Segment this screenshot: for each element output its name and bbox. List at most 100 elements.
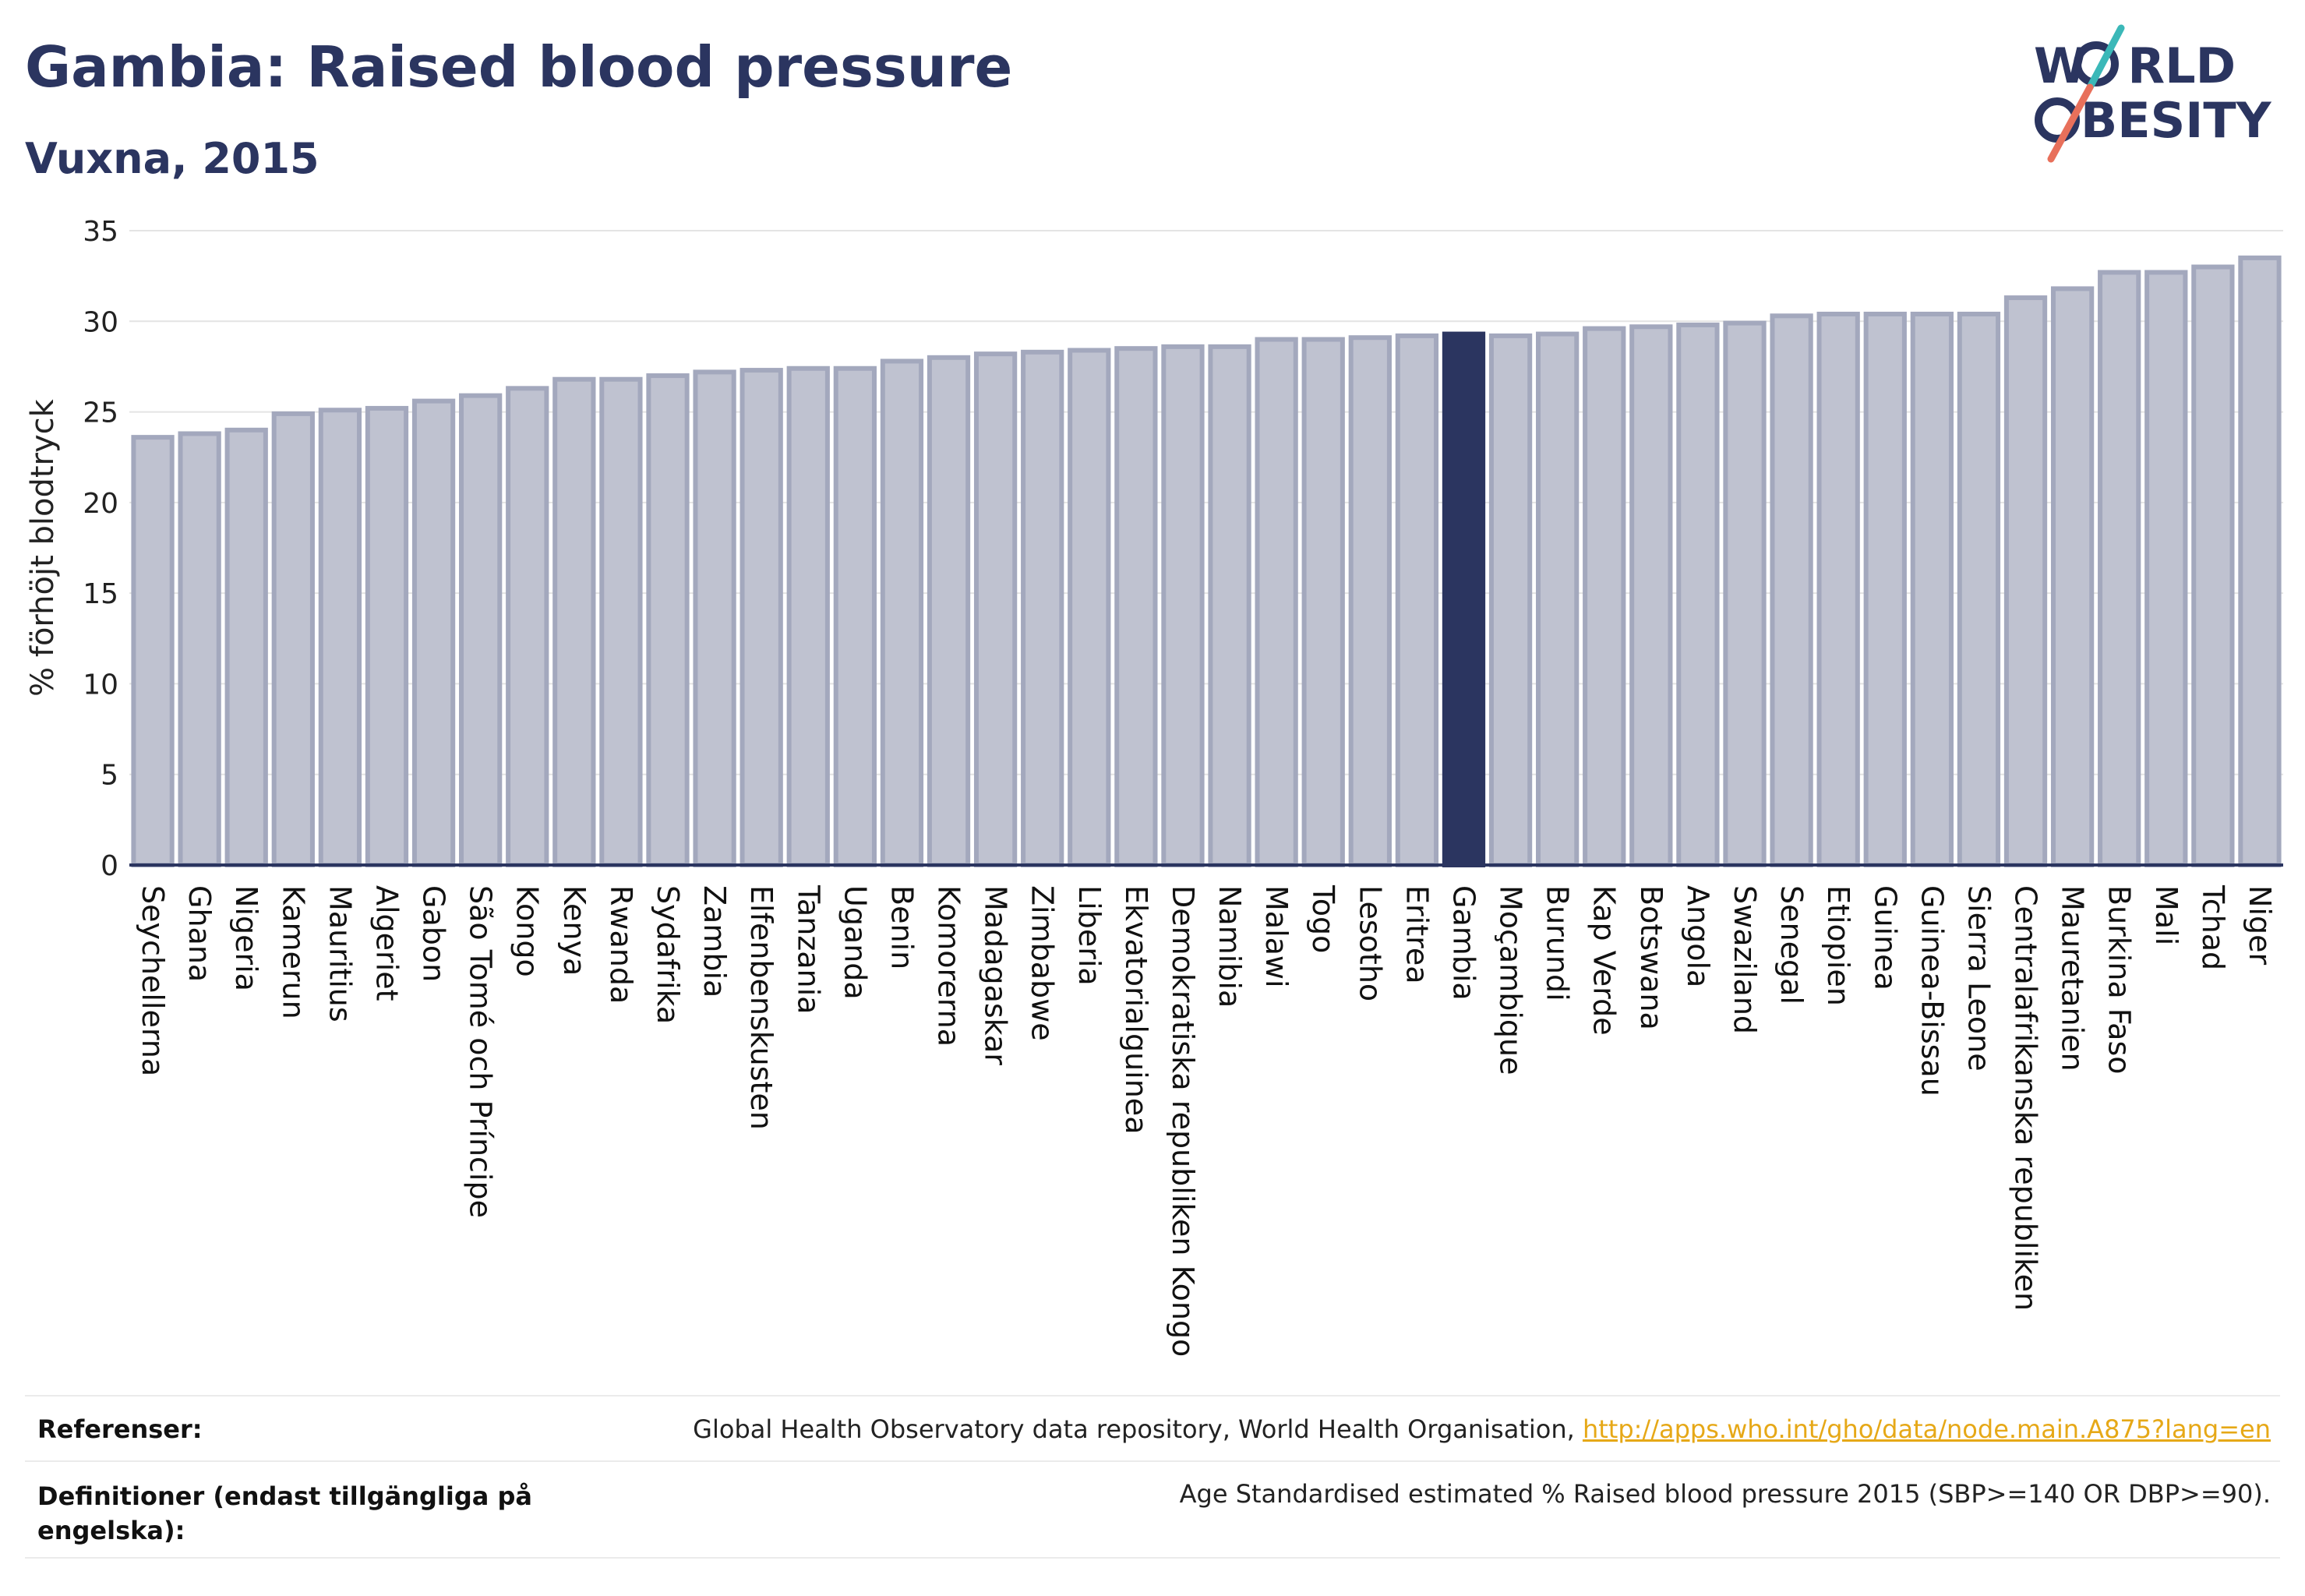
- definitions-label: Definitioner (endast tillgängliga på eng…: [37, 1479, 532, 1548]
- bar-chart: 0 5 10 15 20 25 30 35 % förhöjt blodtryck Seychel…: [25, 216, 2283, 1357]
- bar: [2144, 270, 2188, 867]
- x-tick-label: Liberia: [1072, 885, 1107, 986]
- logo-slash-coral: [2047, 83, 2094, 163]
- x-tick-label: Kenya: [557, 885, 591, 976]
- y-tick-label: 15: [83, 578, 118, 610]
- x-tick-label: Gabon: [417, 885, 451, 982]
- bar: [1723, 320, 1767, 867]
- x-tick-label: Mauretanien: [2056, 885, 2090, 1072]
- x-tick-label: Algeriet: [369, 885, 404, 1001]
- x-tick-label: Niger: [2243, 885, 2277, 965]
- bar: [271, 411, 315, 867]
- x-tick-label: Zimbabwe: [1025, 885, 1060, 1041]
- bar: [1348, 335, 1392, 867]
- bar: [552, 376, 596, 867]
- logo-slash-teal: [2086, 24, 2125, 91]
- bar: [833, 365, 877, 867]
- y-axis-label: % förhöjt blodtryck: [25, 398, 61, 697]
- x-tick-label: Kap Verde: [1587, 885, 1622, 1036]
- bar: [2003, 295, 2048, 867]
- x-tick-label: Moçambique: [1494, 885, 1528, 1075]
- bar: [1068, 348, 1111, 867]
- y-tick-label: 20: [83, 488, 118, 520]
- bar: [1816, 311, 1860, 867]
- y-tick-label: 25: [83, 397, 118, 429]
- x-tick-label: Elfenbenskusten: [744, 885, 778, 1130]
- bar: [224, 427, 268, 867]
- bar: [1957, 311, 2001, 867]
- bar: [1770, 313, 1813, 867]
- references-text: Global Health Observatory data repositor…: [693, 1414, 1583, 1444]
- definitions-value: Age Standardised estimated % Raised bloo…: [1179, 1479, 2271, 1509]
- y-tick-label: 5: [101, 760, 118, 792]
- x-tick-label: Swaziland: [1728, 885, 1762, 1034]
- x-tick-label: Nigeria: [229, 885, 263, 991]
- bar: [1488, 333, 1533, 867]
- bar: [740, 368, 783, 867]
- page-subtitle: Vuxna, 2015: [25, 134, 319, 183]
- y-tick-label: 30: [83, 306, 118, 338]
- bar: [786, 365, 830, 867]
- page-title: Gambia: Raised blood pressure: [25, 34, 1013, 100]
- logo-word-rld: RLD: [2127, 37, 2236, 94]
- x-tick-label: Seychellerna: [136, 885, 170, 1076]
- bar: [1910, 311, 1954, 867]
- bar: [1395, 333, 1439, 867]
- bar: [599, 376, 643, 867]
- x-tick-label: Komorerna: [932, 885, 966, 1047]
- x-tick-label: Etiopien: [1821, 885, 1855, 1006]
- y-tick-label: 10: [83, 669, 118, 701]
- bar: [1676, 322, 1720, 867]
- x-tick-label: Guinea-Bissau: [1915, 885, 1949, 1096]
- x-tick-label: Burundi: [1541, 885, 1575, 1001]
- references-value: Global Health Observatory data repositor…: [693, 1414, 2271, 1444]
- x-tick-label: Namibia: [1213, 885, 1247, 1008]
- x-tick-label: Uganda: [838, 885, 872, 1000]
- bar: [1301, 337, 1345, 867]
- bar-highlighted: [1442, 331, 1486, 867]
- x-tick-label: Tchad: [2196, 885, 2230, 970]
- x-tick-label: Tanzania: [791, 885, 825, 1014]
- x-tick-label: Centralafrikanska republiken: [2009, 885, 2043, 1311]
- bar: [973, 351, 1018, 867]
- bar: [1863, 311, 1907, 867]
- references-row: Referenser: Global Health Observatory da…: [25, 1414, 2280, 1453]
- x-tick-label: Botswana: [1634, 885, 1668, 1030]
- definitions-label-line-2: engelska):: [37, 1516, 185, 1545]
- logo-word-obesity: BESITY: [2081, 92, 2272, 149]
- bar: [1583, 326, 1626, 867]
- footer-divider-middle: [25, 1460, 2280, 1462]
- footer-divider-top: [25, 1395, 2280, 1396]
- x-tick-label: Guinea: [1868, 885, 1902, 990]
- bar: [880, 358, 924, 867]
- x-tick-label: Mauritius: [323, 885, 357, 1022]
- x-tick-label: Togo: [1306, 885, 1340, 953]
- bar: [178, 431, 221, 867]
- x-tick-label: Ekvatorialguinea: [1119, 885, 1153, 1134]
- bar: [1114, 346, 1158, 867]
- bar: [927, 355, 971, 867]
- x-tick-label: Rwanda: [604, 885, 638, 1004]
- x-tick-label: Burkina Faso: [2102, 885, 2137, 1075]
- x-tick-label: Madagaskar: [979, 885, 1013, 1065]
- x-tick-label: Zambia: [697, 885, 732, 998]
- bar: [2238, 255, 2282, 867]
- x-tick-label: Lesotho: [1353, 885, 1387, 1001]
- x-tick-label: Kamerun: [276, 885, 310, 1019]
- x-tick-label: Eritrea: [1400, 885, 1434, 984]
- y-tick-label: 35: [83, 216, 118, 248]
- bar: [1208, 344, 1251, 867]
- world-obesity-logo: W RLD BESITY: [2034, 24, 2272, 163]
- bar: [693, 369, 736, 867]
- bar: [506, 386, 549, 867]
- bar: [1021, 349, 1064, 867]
- x-tick-label: Mali: [2149, 885, 2183, 945]
- bar: [2098, 270, 2141, 867]
- references-link[interactable]: http://apps.who.int/gho/data/node.main.A…: [1582, 1414, 2271, 1444]
- bar: [318, 408, 362, 867]
- x-tick-label: Demokratiska republiken Kongo: [1166, 885, 1200, 1357]
- bar: [1536, 331, 1580, 867]
- bar: [131, 435, 175, 867]
- bar: [2191, 264, 2235, 867]
- x-tick-label: São Tomé och Príncipe: [464, 885, 498, 1218]
